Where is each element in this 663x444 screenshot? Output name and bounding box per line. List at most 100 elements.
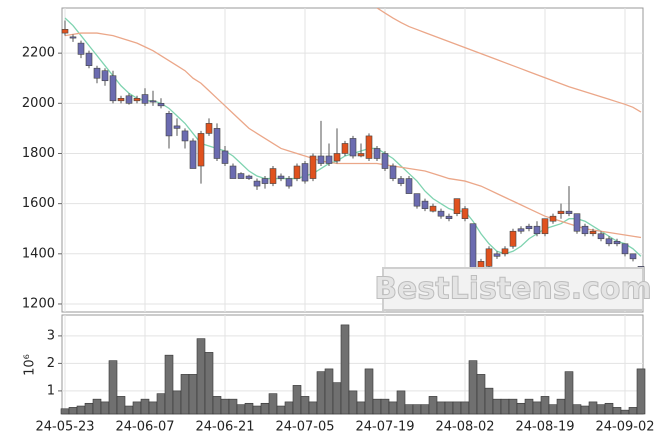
volume-bar xyxy=(476,374,486,415)
volume-bar xyxy=(180,374,190,415)
candle-body xyxy=(549,215,557,222)
volume-bar xyxy=(204,352,214,415)
volume-bar xyxy=(284,401,294,415)
volume-bar xyxy=(292,385,302,415)
volume-bar xyxy=(596,404,606,415)
x-tick-label: 24-06-21 xyxy=(195,420,254,435)
volume-bar xyxy=(228,398,238,415)
volume-bar xyxy=(140,398,150,415)
candle-body xyxy=(541,218,549,235)
volume-bar xyxy=(452,401,462,415)
volume-bar xyxy=(156,393,166,415)
volume-bar xyxy=(444,401,454,415)
volume-bar xyxy=(620,409,630,415)
volume-bar xyxy=(588,401,598,415)
volume-bar xyxy=(148,401,158,415)
candle-body xyxy=(205,123,213,134)
candle-body xyxy=(629,253,637,260)
y-tick-label: 1200 xyxy=(22,296,55,311)
candle-body xyxy=(181,130,189,142)
candle-body xyxy=(85,52,93,66)
candle-body xyxy=(405,178,413,194)
candle-body xyxy=(621,243,629,255)
volume-bar xyxy=(628,407,638,415)
candle-body xyxy=(517,228,525,232)
volume-bar xyxy=(436,401,446,415)
volume-bar xyxy=(540,396,550,415)
watermark-text: BestListens.com xyxy=(374,272,652,307)
candle-body xyxy=(269,168,277,184)
candle-body xyxy=(173,125,181,129)
volume-bar xyxy=(100,401,110,415)
candle-body xyxy=(317,155,325,164)
x-tick-label: 24-08-19 xyxy=(515,420,574,435)
volume-bar xyxy=(484,387,494,415)
candle-body xyxy=(253,180,261,187)
y-tick-label: 1400 xyxy=(22,246,55,261)
candle-body xyxy=(509,230,517,247)
volume-bar xyxy=(164,354,174,415)
volume-bar xyxy=(268,393,278,415)
candle-body xyxy=(453,198,461,214)
candle-body xyxy=(461,208,469,219)
moving-average-line xyxy=(376,8,642,113)
candle-body xyxy=(157,103,165,107)
y-tick-label: 2200 xyxy=(22,46,55,61)
candle-body xyxy=(141,94,149,104)
volume-bar xyxy=(188,374,198,415)
candle-body xyxy=(533,225,541,235)
watermark-box xyxy=(382,267,644,311)
candle-body xyxy=(261,178,269,184)
candle-body xyxy=(309,155,317,179)
volume-bar xyxy=(580,405,590,415)
candle-body xyxy=(189,140,197,169)
volume-bar xyxy=(244,402,254,415)
candle-body xyxy=(101,70,109,82)
candle-body xyxy=(149,100,157,103)
candle-body xyxy=(557,210,565,214)
volume-bar xyxy=(220,398,230,415)
volume-bar xyxy=(68,407,78,415)
candle-body xyxy=(357,153,365,157)
candle-body xyxy=(133,97,141,102)
candle-body xyxy=(125,95,133,104)
x-tick-label: 24-09-02 xyxy=(595,420,654,435)
candle-body xyxy=(325,155,333,164)
candle-body xyxy=(61,29,69,34)
candle-body xyxy=(237,173,245,179)
volume-bar xyxy=(260,402,270,415)
candle-body xyxy=(245,175,253,179)
candle-body xyxy=(285,178,293,187)
candle-body xyxy=(469,223,477,270)
candle-body xyxy=(197,133,205,167)
volume-bar xyxy=(356,401,366,415)
volume-bar xyxy=(276,405,286,415)
volume-bar xyxy=(236,404,246,415)
volume-bar xyxy=(372,398,382,415)
volume-bar xyxy=(404,404,414,415)
volume-bar xyxy=(636,368,646,415)
volume-bar xyxy=(348,390,358,415)
watermark: BestListens.com xyxy=(374,267,652,311)
candle-body xyxy=(277,175,285,179)
volume-bar xyxy=(556,398,566,415)
candle-body xyxy=(93,67,101,79)
volume-bar xyxy=(132,401,142,415)
candle-body xyxy=(69,36,77,39)
volume-bar xyxy=(108,360,118,415)
volume-bar xyxy=(172,390,182,415)
candle-body xyxy=(213,128,221,159)
candle-body xyxy=(421,200,429,209)
candle-body xyxy=(229,165,237,179)
candle-body xyxy=(413,193,421,207)
volume-bar xyxy=(60,408,70,415)
candle-body xyxy=(437,210,445,217)
candle-body xyxy=(117,97,125,102)
y-tick-label: 3 xyxy=(47,328,55,343)
candle-body xyxy=(341,143,349,154)
volume-bar xyxy=(364,368,374,415)
candle-body xyxy=(485,248,493,267)
x-tick-label: 24-07-19 xyxy=(355,420,414,435)
candle-body xyxy=(597,233,605,240)
volume-bar xyxy=(388,401,398,415)
